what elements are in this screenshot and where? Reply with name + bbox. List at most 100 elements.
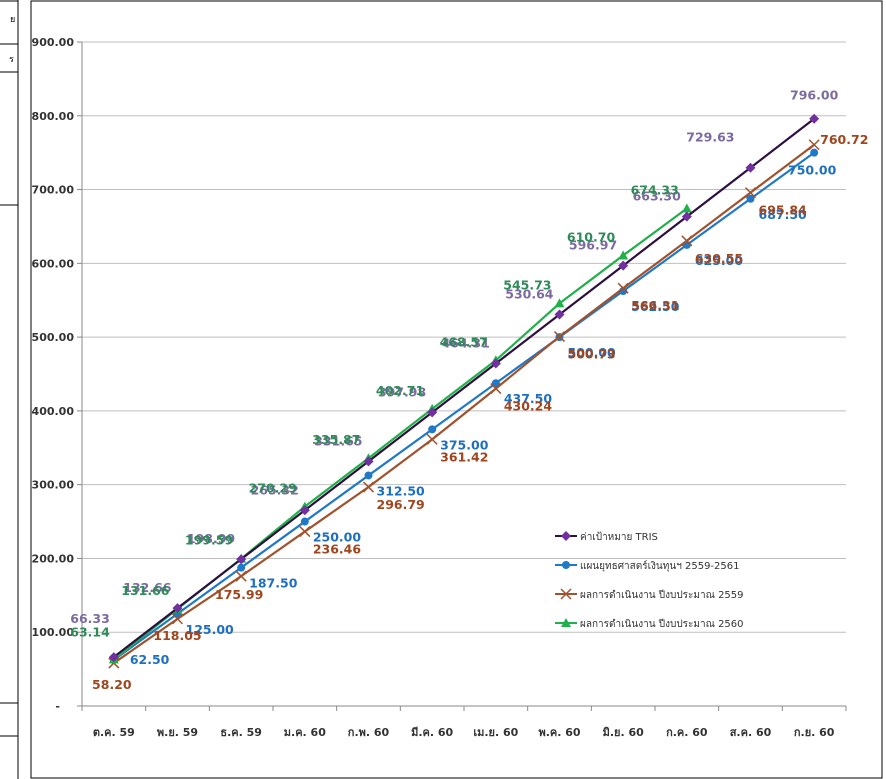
data-label: 402.71	[376, 383, 424, 398]
data-label: 58.20	[92, 677, 132, 692]
data-label: 464.31	[442, 335, 490, 350]
data-point	[744, 187, 757, 199]
data-point	[618, 250, 629, 260]
data-label: 250.00	[313, 530, 362, 545]
data-label: 312.50	[377, 483, 426, 498]
gridlines	[82, 41, 846, 633]
data-label: 437.50	[504, 391, 553, 406]
legend-marker-3	[561, 618, 571, 627]
data-point	[745, 162, 756, 173]
data-point-b	[744, 187, 757, 199]
data-point	[363, 456, 374, 467]
series-line-2	[113, 143, 815, 664]
data-point	[426, 433, 438, 445]
x-tick-label: ก.ค. 60	[666, 726, 708, 739]
x-tick-label: พ.ค. 60	[538, 726, 580, 739]
data-label: 796.00	[790, 88, 839, 103]
legend-marker-1	[562, 561, 570, 569]
data-point	[491, 379, 500, 388]
data-point-b	[681, 235, 693, 247]
data-label: 500.73	[568, 347, 616, 362]
data-point-b	[235, 570, 247, 582]
data-point	[553, 331, 566, 343]
data-point	[617, 282, 629, 294]
data-label: 500.00	[568, 345, 617, 360]
y-tick-label: 500.00	[32, 331, 75, 344]
data-point	[808, 139, 820, 151]
data-label: 296.79	[377, 497, 425, 512]
data-label: 562.50	[631, 299, 680, 314]
data-label: 335.87	[312, 432, 360, 447]
data-label: 729.63	[686, 130, 734, 145]
data-label: 566.31	[631, 298, 679, 313]
data-label: 625.00	[695, 253, 744, 268]
data-point	[681, 235, 693, 247]
data-label: 663.30	[633, 189, 682, 204]
data-point	[364, 471, 373, 480]
y-tick-label: 600.00	[32, 257, 75, 270]
data-label: 175.99	[215, 587, 263, 602]
data-point	[746, 194, 755, 203]
x-tick-label: มี.ค. 60	[411, 726, 453, 739]
legend-label: ผลการดำเนินงาน ปีงบประมาณ 2559	[580, 589, 744, 601]
data-point	[171, 613, 184, 625]
data-label: 66.33	[70, 611, 110, 626]
legend-item-1: แผนยุทธศาสตร์เงินทุนฯ 2559-2561	[555, 560, 740, 572]
data-label: 375.00	[440, 437, 489, 452]
data-point-b	[362, 481, 375, 493]
y-tick-label: 100.00	[32, 626, 75, 639]
legend-item-3: ผลการดำเนินงาน ปีงบประมาณ 2560	[555, 618, 744, 630]
data-point	[490, 383, 502, 395]
data-label: 760.72	[820, 132, 868, 147]
legend-marker-2	[560, 588, 572, 600]
data-label: 674.33	[631, 182, 679, 197]
data-point	[490, 358, 501, 369]
data-label: 132.66	[123, 580, 172, 595]
data-point-b	[553, 331, 566, 343]
data-point	[172, 603, 183, 614]
data-label: 361.42	[440, 449, 488, 464]
data-label: 468.57	[440, 334, 488, 349]
y-tick-label: 800.00	[32, 110, 75, 123]
data-point-b	[617, 282, 629, 294]
series-line-0	[113, 117, 815, 658]
data-label: 430.24	[504, 399, 553, 414]
axes: - 100.00 200.00 300.00 400.00 500.00 600.00 700…	[32, 36, 847, 739]
data-label: 62.50	[130, 652, 170, 667]
legend-item-0: ค่าเป้าหมาย TRIS	[555, 531, 658, 543]
data-point	[809, 113, 820, 124]
data-point	[237, 563, 246, 572]
x-tick-label: ธ.ค. 59	[220, 726, 262, 739]
legend-label: แผนยุทธศาสตร์เงินทุนฯ 2559-2561	[580, 560, 740, 572]
data-label: 545.73	[503, 277, 551, 292]
data-point	[235, 570, 247, 582]
y-tick-label: 700.00	[32, 184, 75, 197]
data-point	[236, 554, 247, 565]
data-label: 610.70	[567, 229, 616, 244]
data-label: 198.99	[187, 531, 235, 546]
data-point-b	[808, 139, 820, 151]
data-label: 236.46	[313, 542, 362, 557]
data-point	[681, 203, 692, 213]
y-tick-label: 200.00	[32, 552, 75, 565]
data-label: 630.55	[695, 251, 743, 266]
x-tick-label: ม.ค. 60	[284, 726, 326, 739]
data-point-b	[426, 433, 438, 445]
data-point-b	[490, 383, 502, 395]
data-label: 270.29	[249, 481, 297, 496]
legend-label: ผลการดำเนินงาน ปีงบประมาณ 2560	[580, 618, 744, 630]
x-tick-label: เม.ย. 60	[473, 726, 518, 739]
data-point	[300, 517, 309, 526]
data-point	[427, 407, 438, 418]
series-line-1	[113, 151, 815, 661]
data-point	[108, 652, 119, 663]
data-label: 118.05	[153, 628, 201, 643]
data-label: 695.84	[759, 203, 808, 218]
data-label: 187.50	[249, 576, 298, 591]
x-tick-label: ต.ค. 59	[93, 726, 135, 739]
y-tick-label: -	[55, 700, 60, 713]
x-tick-label: พ.ย. 59	[157, 726, 198, 739]
data-label: 750.00	[788, 163, 837, 178]
